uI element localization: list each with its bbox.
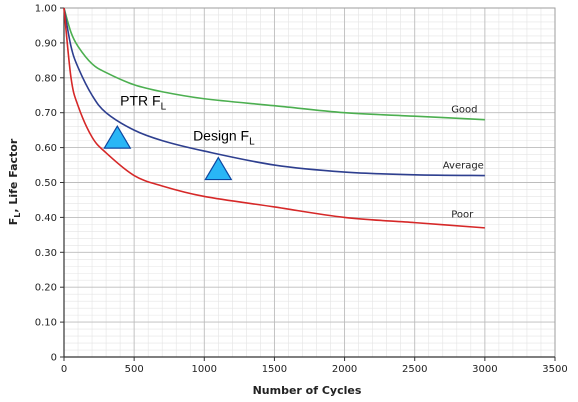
series-line-good — [63, 7, 485, 121]
y-tick-label: 0.60 — [35, 143, 57, 154]
y-axis-title-sub: L — [13, 213, 22, 218]
series-line-poor — [63, 7, 485, 229]
y-tick-label: 0 — [51, 353, 57, 364]
x-tick-label: 3500 — [542, 364, 567, 375]
y-axis-title-rest: , Life Factor — [7, 138, 20, 212]
x-axis-title: Number of Cycles — [253, 384, 362, 397]
major-grid — [63, 7, 556, 358]
x-tick-label: 1000 — [192, 364, 217, 375]
curve-label-average: Average — [443, 161, 484, 172]
y-tick-label: 1.00 — [35, 4, 57, 15]
y-tick-label: 0.10 — [35, 318, 57, 329]
y-tick-label: 0.40 — [35, 213, 57, 224]
y-axis-ticks: 0 0.10 0.20 0.30 0.40 0.50 0.60 0.70 0.80 0.90 1.0… — [35, 4, 64, 364]
triangle-marker-icon — [103, 124, 132, 149]
x-tick-label: 1500 — [262, 364, 287, 375]
x-tick-label: 0 — [61, 364, 67, 375]
x-axis-ticks: 0 500 1000 1500 2000 2500 3000 3500 — [61, 357, 568, 375]
annotation-label-0: PTR FL — [120, 93, 166, 113]
curve-label-poor: Poor — [451, 209, 474, 220]
triangle-marker-icon — [204, 156, 233, 181]
annotation-label-main: PTR F — [120, 93, 160, 109]
y-tick-label: 0.90 — [35, 38, 57, 49]
annotation-label-sub: L — [249, 137, 255, 148]
y-tick-label: 0.50 — [35, 178, 57, 189]
y-tick-label: 0.70 — [35, 108, 57, 119]
x-tick-label: 2500 — [402, 364, 427, 375]
series-lines — [63, 7, 485, 229]
annotation-label-sub: L — [161, 102, 167, 113]
annotation-label-1: Design FL — [193, 128, 255, 148]
y-tick-label: 0.80 — [35, 73, 57, 84]
x-tick-label: 500 — [125, 364, 144, 375]
curve-label-good: Good — [451, 105, 477, 116]
x-tick-label: 3000 — [472, 364, 497, 375]
y-axis-title: FL, Life Factor — [7, 138, 22, 225]
y-tick-label: 0.20 — [35, 283, 57, 294]
series-line-average — [63, 7, 485, 177]
annotation-label-main: Design F — [193, 128, 249, 144]
y-axis-title-main: F — [7, 218, 20, 226]
y-tick-label: 0.30 — [35, 248, 57, 259]
x-tick-label: 2000 — [332, 364, 357, 375]
curve-labels: Good Average Poor — [443, 105, 484, 221]
